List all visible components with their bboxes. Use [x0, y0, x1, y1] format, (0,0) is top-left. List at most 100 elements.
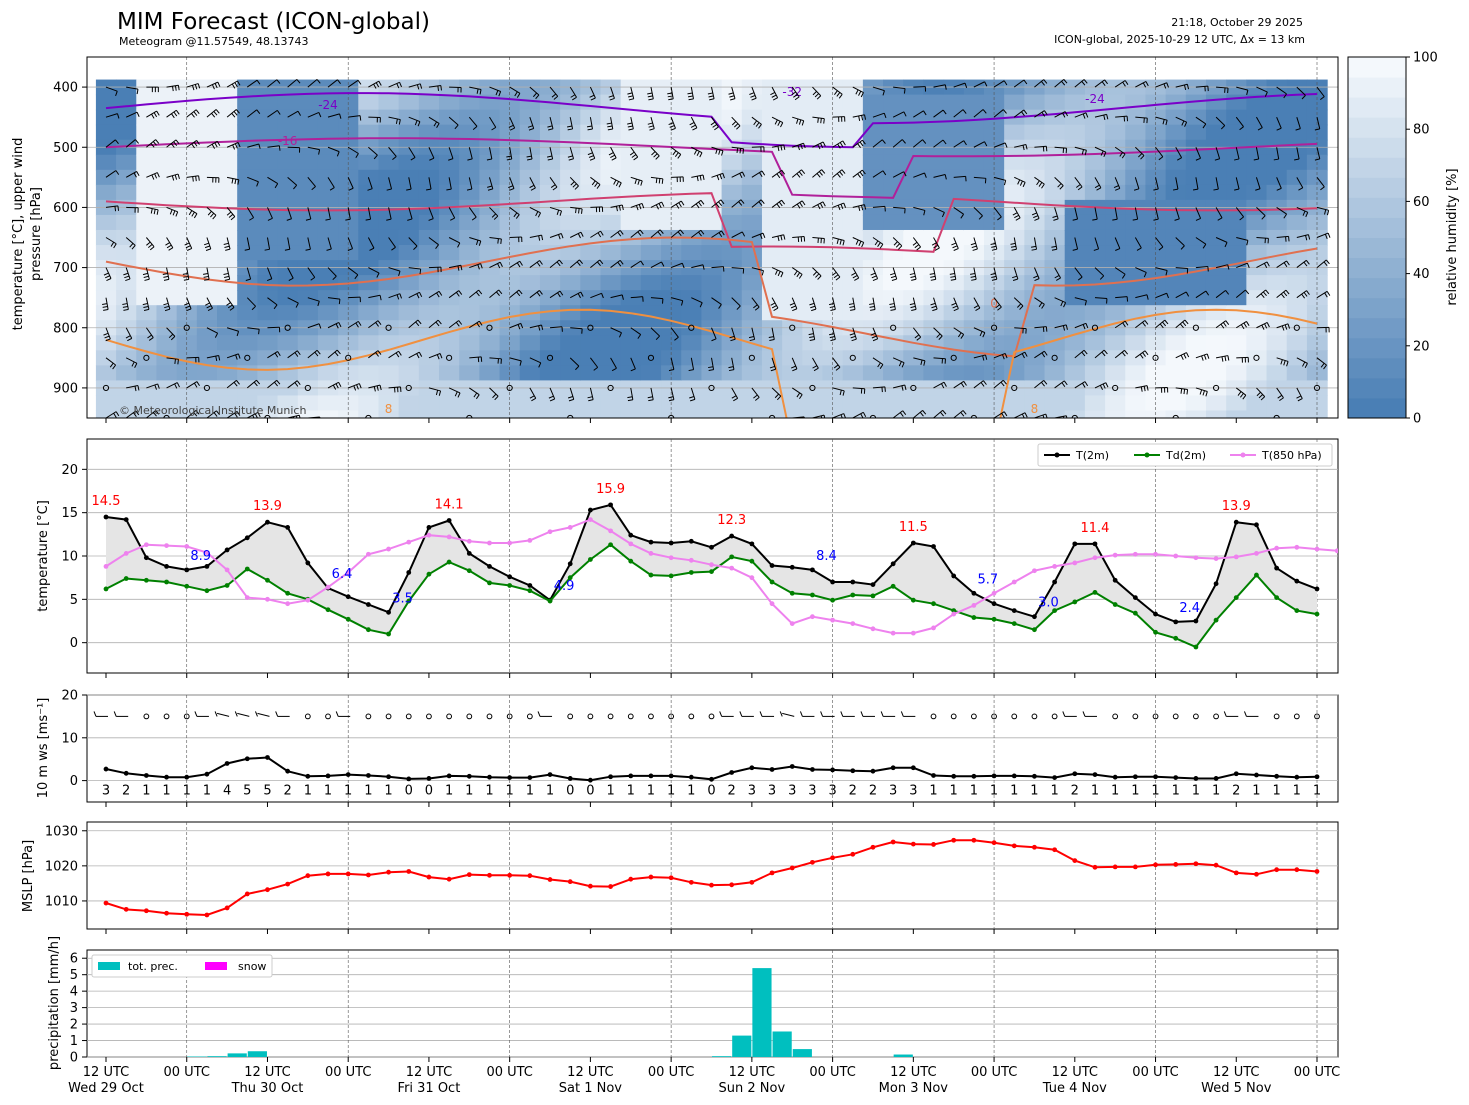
wind-barb: [307, 349, 318, 359]
wind-barb-feather: [1003, 80, 1008, 86]
wind-barb-feather: [900, 711, 904, 717]
wind-barb-feather: [851, 272, 856, 276]
rh-cell: [1125, 410, 1147, 418]
wind-barb-feather: [150, 143, 155, 148]
wind-barb-feather: [437, 85, 440, 91]
wind-barb: [1054, 146, 1067, 149]
wind-barb: [529, 387, 537, 399]
wind-barb-feather: [1183, 389, 1186, 395]
rh-cell: [156, 214, 178, 231]
rh-cell: [499, 124, 521, 141]
wind-barb-feather: [1297, 398, 1303, 402]
wind-barb-feather: [294, 352, 299, 357]
wind-barb-feather: [396, 425, 399, 429]
wind-barb-feather: [800, 144, 803, 150]
wind-barb-feather: [1305, 212, 1309, 218]
wind-barb-feather: [700, 200, 705, 205]
wind-barb-feather: [131, 361, 135, 367]
t850-point: [668, 555, 674, 561]
day-label: Sun 2 Nov: [719, 1081, 786, 1096]
wind-barb-feather: [234, 412, 238, 418]
wind-barb-feather: [721, 230, 725, 236]
wind-barb: [650, 146, 660, 157]
wind-barb-feather: [211, 113, 216, 118]
rh-cell: [277, 214, 299, 231]
wind-barb-feather: [227, 304, 233, 309]
wind-barb-feather: [970, 242, 976, 246]
precip-bar: [792, 1049, 812, 1057]
ytick-label: 2: [70, 1018, 78, 1033]
wind-barb-feather: [567, 155, 573, 158]
wind-barb-feather: [1235, 426, 1240, 428]
wind-speed-point: [1173, 775, 1179, 781]
rh-cell: [560, 305, 581, 321]
calm-circle: [1091, 324, 1099, 331]
wind-barb-feather: [254, 413, 259, 418]
rh-cell: [297, 214, 319, 231]
wind-barb: [630, 202, 643, 208]
wind-barb-feather: [532, 92, 538, 98]
td2m-point: [285, 590, 291, 596]
wind-barb-feather: [171, 86, 174, 92]
wind-barb: [448, 177, 452, 190]
wind-barb: [529, 260, 540, 268]
rh-cell: [580, 184, 602, 201]
wind-barb-feather: [1085, 323, 1089, 329]
rh-cell: [862, 395, 884, 412]
wind-barb-feather: [1144, 320, 1149, 325]
wind-barb-feather: [1256, 391, 1261, 397]
wind-barb-feather: [436, 354, 440, 360]
wind-barb-feather: [177, 359, 179, 365]
rh-cell: [1105, 395, 1126, 412]
rh-cell: [277, 275, 299, 291]
t850-point: [527, 538, 533, 543]
wind-barb-feather: [1014, 214, 1019, 219]
wind-barb-feather: [718, 304, 722, 309]
wind-barb-feather: [599, 259, 604, 265]
wind-barb: [226, 327, 239, 332]
rh-cell: [297, 305, 319, 321]
wind-barb-feather: [1025, 144, 1028, 150]
wind-barb-feather: [638, 204, 642, 210]
rh-cell: [1084, 124, 1106, 141]
wind-barb-feather: [586, 125, 593, 128]
rh-cell: [862, 410, 884, 418]
rh-cell: [721, 365, 743, 381]
wind-barb-feather: [1277, 394, 1283, 399]
wind-barb-feather: [235, 109, 240, 114]
wind-barb-feather: [1307, 234, 1311, 240]
wind-barb-feather: [278, 145, 281, 151]
wind-barb-feather: [336, 349, 341, 355]
wind-barb-feather: [1124, 320, 1129, 326]
wind-barb: [893, 206, 906, 209]
wind-barb-feather: [633, 156, 638, 161]
wind-barb-feather: [1001, 354, 1005, 360]
wind-barb-feather: [1000, 381, 1005, 387]
wind-barb-feather: [857, 143, 861, 149]
wind-barb-feather: [1323, 261, 1328, 267]
wind-barb: [1175, 207, 1180, 220]
wind-barb-feather: [229, 307, 235, 311]
wind-barb: [1236, 237, 1249, 241]
wind-barb: [549, 290, 561, 299]
mslp-point: [164, 910, 169, 916]
wind-barb-feather: [124, 275, 130, 279]
wind-barb-feather: [326, 248, 332, 251]
rh-cell: [883, 305, 904, 321]
t850-point: [890, 630, 896, 636]
rh-cell: [782, 245, 803, 261]
wind-barb-feather: [869, 306, 875, 308]
wind-barb-feather: [1122, 421, 1124, 426]
calm-circle: [143, 354, 150, 361]
wind-barb: [1135, 267, 1147, 273]
wind-barb-feather: [1239, 216, 1244, 221]
rh-cell: [1044, 365, 1066, 381]
wind-barb-feather: [336, 151, 340, 157]
isotherms: -24-16-32-248 80: [105, 85, 1318, 418]
mslp-point: [224, 905, 230, 911]
wind-barb-feather: [1283, 213, 1288, 219]
t850-point: [547, 529, 553, 535]
colorbar-tick-label: 100: [1413, 51, 1438, 66]
mslp-point: [1052, 847, 1058, 853]
